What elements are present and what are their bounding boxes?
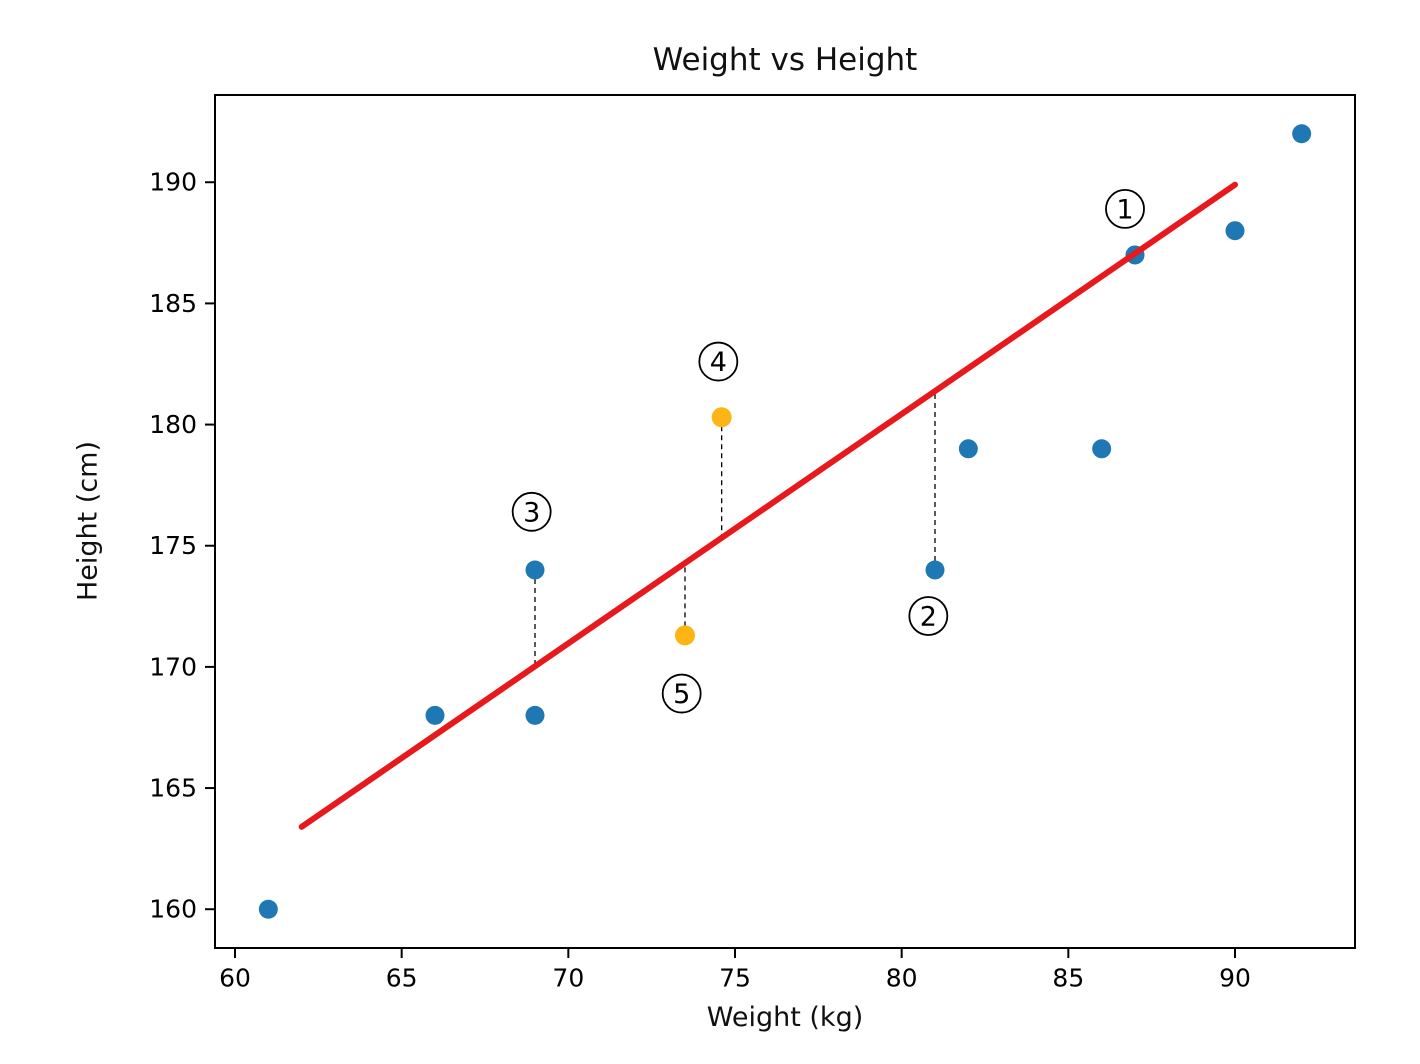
data-point [1225,221,1245,241]
y-tick-label: 180 [149,410,197,439]
y-tick-label: 175 [149,531,197,560]
axes-frame [214,94,1356,949]
data-point [1292,124,1312,144]
annotation-number: 1 [1116,194,1133,225]
x-tick-label: 80 [886,963,918,992]
annotation-number: 3 [523,497,540,528]
annotation-circle [511,491,552,532]
x-axis-label: Weight (kg) [706,1002,864,1033]
highlighted-point [711,407,732,428]
data-point [1092,439,1112,459]
annotation-number: 5 [673,679,690,710]
y-tick-label: 160 [149,895,197,924]
regression-line [298,181,1238,830]
annotation-2: 2 [908,596,949,636]
data-point [425,705,445,725]
x-tick-label: 65 [386,963,418,992]
y-tick-label: 170 [149,652,197,681]
annotation-5: 5 [661,673,702,714]
annotation-number: 4 [710,347,727,378]
y-tick-label: 185 [149,289,197,318]
y-tick-label: 165 [149,774,197,803]
data-point [258,899,278,919]
annotation-4: 4 [698,341,739,382]
annotation-number: 2 [920,602,937,633]
annotation-circle [698,341,739,382]
data-point [525,705,545,725]
x-tick-label: 90 [1219,963,1251,992]
data-point [958,439,978,459]
annotation-3: 3 [511,491,552,532]
data-point [525,560,545,580]
annotation-circle [1105,188,1145,229]
data-point [925,560,945,580]
x-tick-label: 70 [552,963,584,992]
y-tick-label: 190 [149,168,197,197]
chart-title: Weight vs Height [652,42,918,78]
highlighted-point [675,625,695,646]
x-tick-label: 85 [1052,963,1084,992]
annotation-1: 1 [1105,188,1145,229]
annotation-circle [908,596,949,636]
x-tick-label: 75 [719,963,751,992]
annotation-circle [661,673,702,714]
x-tick-label: 60 [219,963,251,992]
